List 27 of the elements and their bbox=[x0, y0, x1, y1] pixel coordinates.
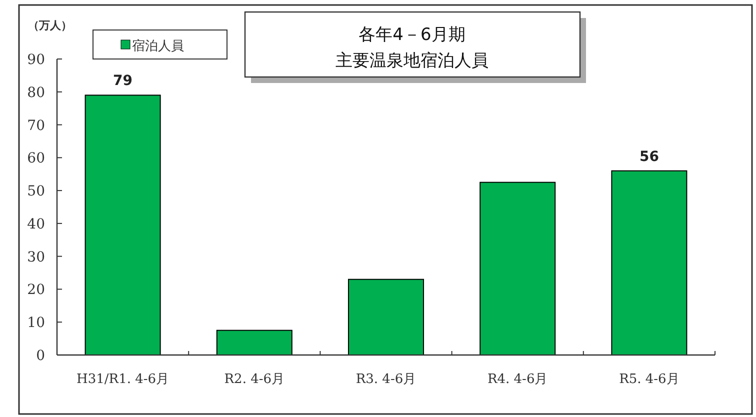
legend-label: 宿泊人員 bbox=[132, 38, 184, 54]
x-tick-label: H31/R1. 4-6月 bbox=[76, 372, 170, 387]
chart-subtitle: 主要温泉地宿泊人員 bbox=[336, 51, 488, 71]
y-tick-label: 80 bbox=[27, 84, 45, 101]
y-tick-label: 20 bbox=[27, 282, 45, 298]
y-tick-label: 60 bbox=[27, 150, 45, 167]
y-tick-label: 70 bbox=[27, 118, 45, 134]
bar bbox=[84, 94, 161, 356]
y-tick-label: 50 bbox=[27, 184, 45, 200]
bar bbox=[348, 278, 424, 356]
y-axis-title: （万人） bbox=[28, 19, 72, 32]
legend: 宿泊人員 bbox=[92, 30, 228, 60]
bar bbox=[480, 182, 556, 356]
x-tick-label: R4. 4-6月 bbox=[487, 372, 548, 387]
y-tick-label: 30 bbox=[27, 249, 45, 266]
y-tick-label: 90 bbox=[27, 52, 45, 68]
bar bbox=[216, 330, 292, 356]
data-label: 79 bbox=[113, 73, 133, 90]
x-tick-label: R3. 4-6月 bbox=[356, 372, 416, 387]
x-tick-label: R5. 4-6月 bbox=[619, 372, 680, 387]
data-label: 56 bbox=[639, 148, 659, 165]
y-tick-label: 40 bbox=[27, 216, 45, 232]
y-tick-label: 0 bbox=[36, 348, 45, 364]
x-tick-label: R2. 4-6月 bbox=[224, 372, 285, 387]
y-tick-label: 10 bbox=[27, 315, 45, 332]
bar bbox=[611, 170, 688, 356]
chart-title: 各年4－6月期 bbox=[358, 25, 466, 45]
